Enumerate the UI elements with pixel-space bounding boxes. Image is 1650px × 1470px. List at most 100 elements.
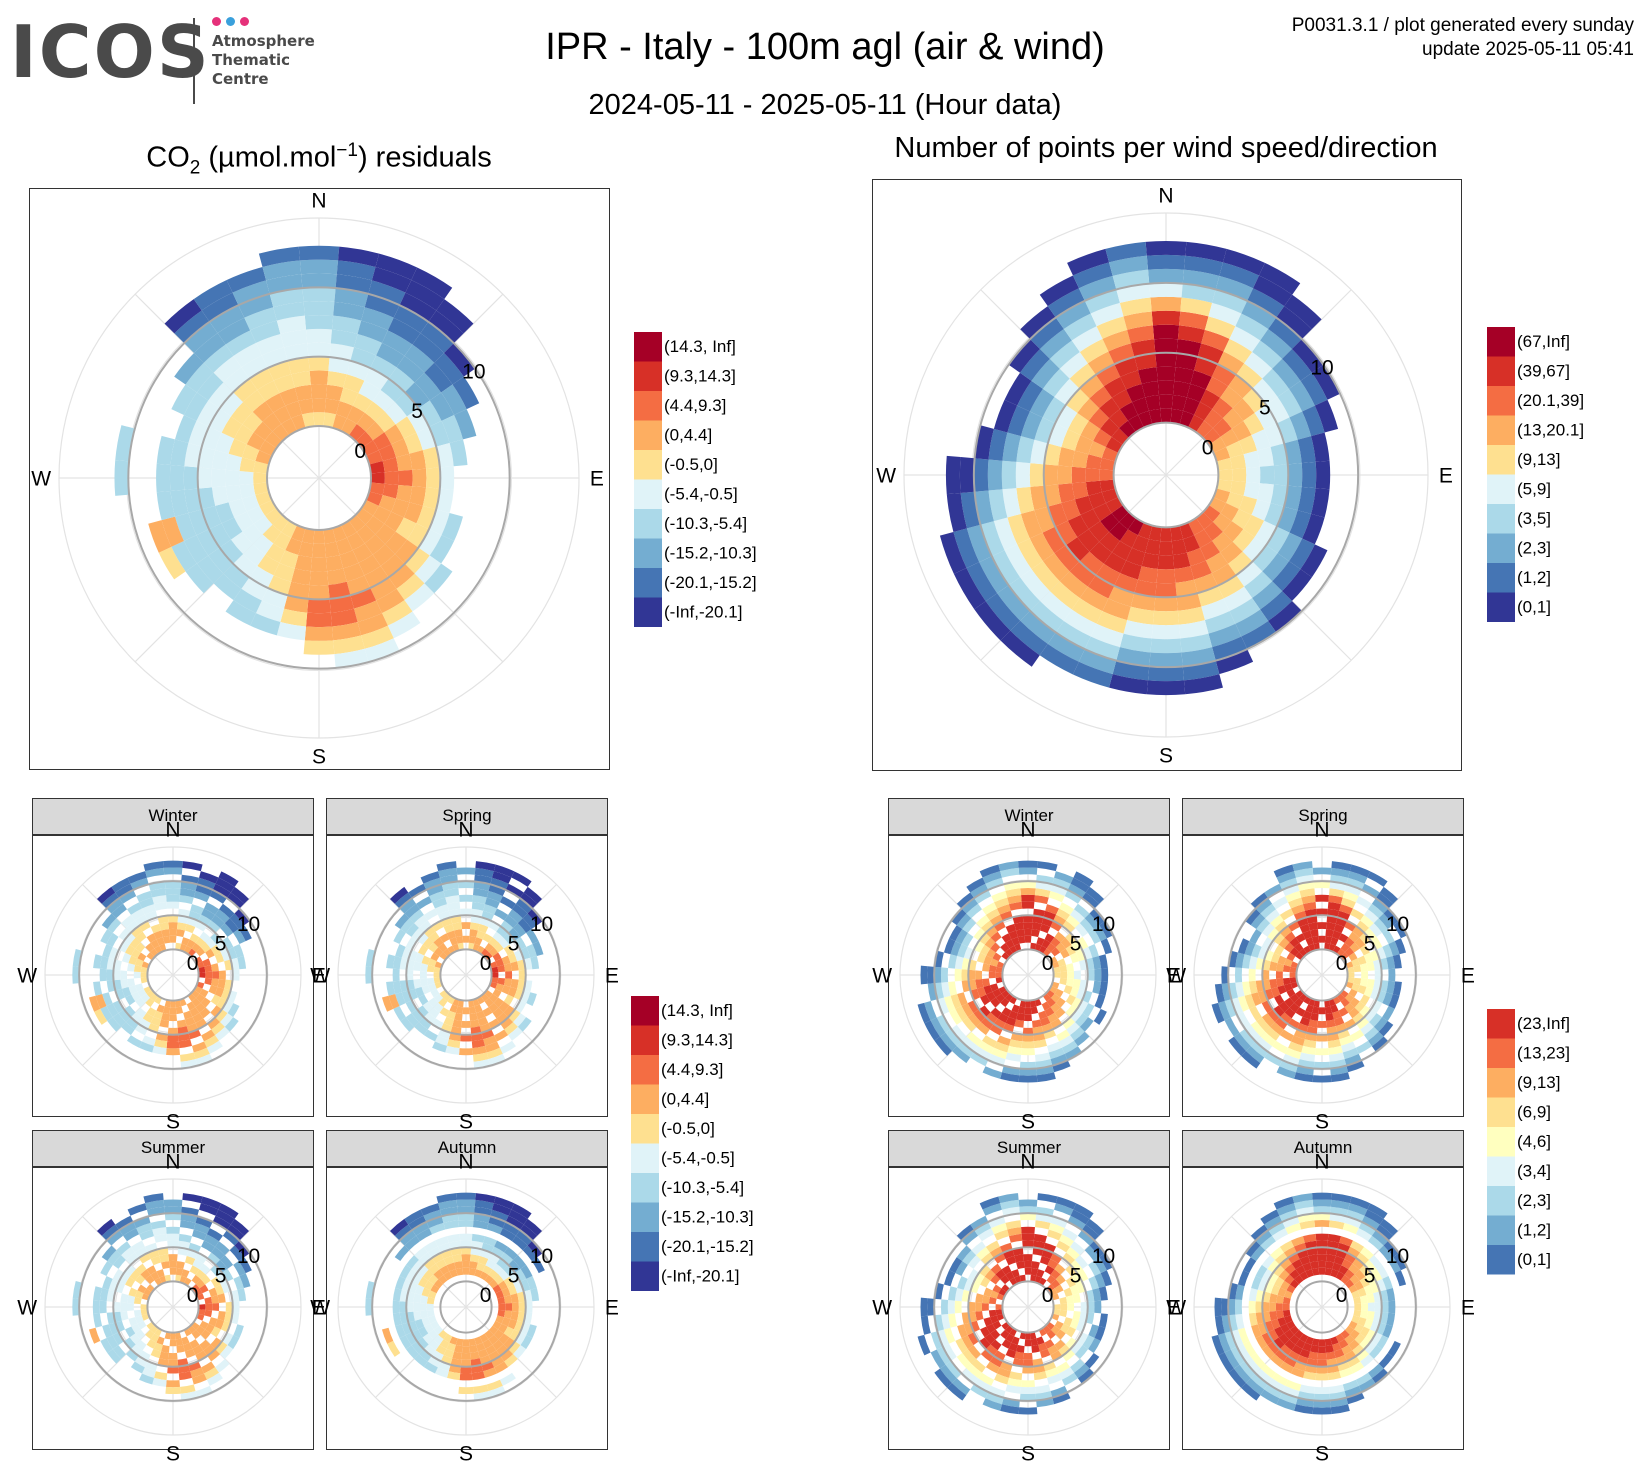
count-main-cell (1173, 381, 1191, 398)
count-winter-cell (968, 969, 976, 981)
co2-main-cell (273, 562, 295, 582)
count-spring-cell (1274, 994, 1285, 1006)
co2-autumn-cell (507, 1318, 518, 1330)
co2-winter-cell (154, 901, 168, 911)
co2-winter-cell (143, 861, 164, 872)
co2-summer-cell (195, 1385, 213, 1398)
co2-main-cell (164, 299, 202, 334)
co2-summer-cell (216, 1272, 228, 1285)
co2-autumn-cell (460, 1240, 472, 1248)
co2-main-cell (388, 367, 415, 393)
count-spring-cell (1315, 894, 1329, 902)
co2-summer-cell (207, 1252, 221, 1265)
count-spring-cell (1308, 922, 1318, 931)
co2-main-cell (171, 384, 197, 416)
co2-main-cell (215, 432, 235, 454)
co2-summer-cell (138, 1252, 151, 1264)
co2-winter-cell (161, 1012, 170, 1021)
co2-winter-cell (188, 1029, 202, 1040)
count-main-cell (1080, 420, 1101, 442)
count-autumn-cell (1352, 1258, 1365, 1270)
co2-spring-cell (476, 930, 486, 940)
co2-autumn-cell (488, 1269, 499, 1280)
count-spring-cell (1339, 1035, 1354, 1046)
count-winter-cell (1065, 932, 1077, 945)
count-spring-cell (1332, 1010, 1342, 1020)
count-summer-cell (1044, 1339, 1055, 1349)
co2-spring-cell (510, 961, 519, 971)
count-main-cell (1151, 624, 1181, 640)
co2-autumn-cell (430, 1320, 440, 1330)
count-main-cell (1229, 598, 1261, 624)
count-summer-cell (1007, 1227, 1022, 1237)
count-summer-cell (962, 1349, 977, 1364)
co2-spring-cell (414, 986, 425, 998)
co2-summer-cell (204, 1309, 213, 1318)
co2-autumn-cell (421, 1317, 431, 1327)
co2-spring-cell (413, 979, 422, 989)
count-spring-cell (1324, 1006, 1333, 1015)
count-summer-compass-s: S (1021, 1442, 1035, 1465)
count-spring-cell (1339, 904, 1354, 915)
count-winter-cell (1037, 861, 1058, 872)
co2-winter-cell (168, 922, 178, 930)
count-autumn-cell (1237, 1327, 1250, 1344)
co2-winter-cell (186, 939, 196, 949)
co2-autumn-cell (416, 1228, 433, 1242)
co2-main-cell (276, 621, 307, 641)
count-autumn-cell (1260, 1235, 1276, 1251)
co2-main-cell (198, 487, 216, 510)
count-summer-cell (1005, 1220, 1022, 1230)
count-main-cell (1212, 418, 1232, 437)
co2-spring-cell (493, 997, 504, 1008)
co2-spring-cell (507, 986, 518, 998)
count-summer-cell (1088, 1275, 1099, 1290)
co2-spring-cell (386, 954, 396, 969)
co2-spring-cell (484, 897, 500, 909)
co2-main-cell (243, 389, 266, 412)
co2-winter-cell (135, 983, 144, 992)
co2-spring-cell (438, 867, 458, 878)
co2-spring-cell (481, 910, 495, 921)
count-summer-cell (967, 1332, 980, 1346)
co2-spring-cell (432, 1041, 448, 1053)
co2-winter-cell (153, 930, 163, 940)
count-winter-cell (1053, 972, 1061, 978)
co2-winter-cell (199, 988, 209, 998)
count-autumn-cell (1290, 1367, 1305, 1378)
co2-main-compass-s: S (312, 745, 326, 768)
co2-autumn-cell (492, 1203, 512, 1216)
co2-winter-cell (221, 1000, 234, 1014)
count-summer-cell (1094, 1325, 1106, 1341)
co2-main-cell (184, 443, 202, 468)
co2-spring-cell (488, 947, 499, 957)
count-main-cell (1008, 339, 1041, 373)
co2-summer-cell (205, 1323, 215, 1334)
co2-autumn-cell (450, 1247, 462, 1256)
count-main-cell (946, 492, 967, 532)
co2-summer-cell (137, 1284, 147, 1294)
count-autumn-cell (1282, 1309, 1291, 1318)
count-spring-cell (1299, 1052, 1316, 1062)
co2-autumn-cell (428, 1274, 439, 1285)
count-spring-cell (1315, 1048, 1329, 1056)
co2-autumn-compass-w: W (310, 1297, 330, 1320)
count-winter-cell (995, 966, 1004, 973)
co2-spring-cell (405, 936, 418, 950)
co2-winter-cell (205, 971, 213, 979)
co2-autumn-cell (462, 1267, 470, 1275)
co2-main-cell (333, 635, 365, 655)
count-winter-cell (1092, 956, 1102, 970)
co2-winter-cell (183, 1010, 193, 1020)
co2-winter-cell (191, 942, 201, 953)
count-autumn-cell (1255, 1368, 1273, 1384)
co2-main-cell (364, 566, 389, 588)
count-summer-cell (985, 1361, 1000, 1374)
count-winter-cell (1001, 1007, 1012, 1017)
co2-spring-cell (394, 913, 410, 929)
count-main-cell (1047, 632, 1085, 662)
count-winter-cell (1050, 1002, 1061, 1013)
count-winter-cell (990, 931, 1002, 943)
count-main-radial-label: 10 (1310, 357, 1333, 380)
count-autumn-cell (1373, 1291, 1382, 1303)
